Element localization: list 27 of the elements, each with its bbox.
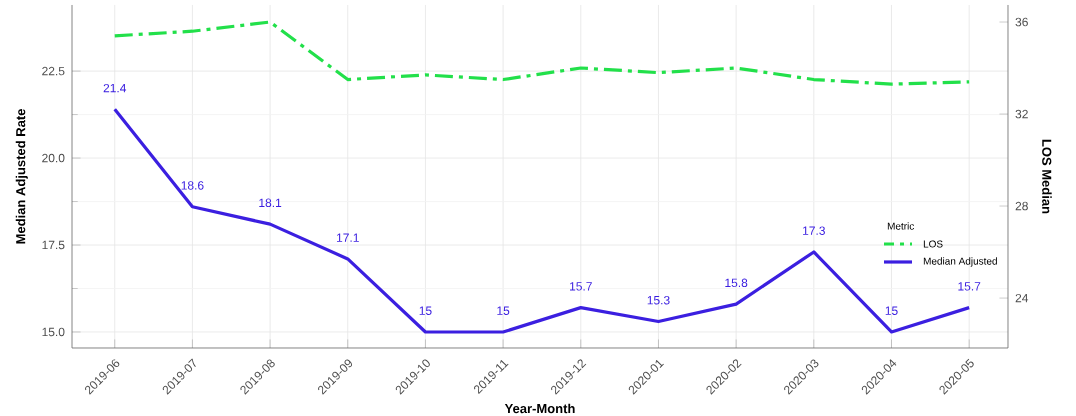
data-label: 15	[885, 306, 898, 315]
y-tick-label: 15.0	[42, 327, 65, 337]
y2-tick-label: 36	[1015, 17, 1028, 27]
data-label: 15	[497, 306, 510, 315]
line-series	[113, 20, 971, 86]
data-label: 15.7	[570, 282, 592, 291]
data-label: 17.1	[336, 233, 359, 242]
data-label: 15	[419, 306, 432, 315]
y-tick-label: 17.5	[42, 240, 65, 250]
y-axis-title: Median Adjusted Rate	[15, 109, 28, 244]
data-label: 15.7	[958, 282, 981, 291]
data-label: 15.8	[725, 278, 748, 288]
x-axis-title: Year-Month	[504, 403, 575, 414]
legend-title: Metric	[887, 222, 915, 230]
y2-axis-title: LOS Median	[1042, 139, 1052, 214]
data-label: 18.1	[259, 198, 282, 208]
y-tick-label: 22.5	[42, 66, 65, 76]
legend-label: LOS	[923, 240, 943, 248]
data-label: 15.3	[647, 295, 670, 305]
data-label: 21.4	[103, 83, 127, 93]
y2-tick-label: 24	[1015, 293, 1029, 303]
legend-label: Median Adjusted	[923, 257, 997, 267]
data-label: 17.3	[803, 226, 825, 235]
y-tick-label: 20.0	[42, 153, 65, 163]
y2-tick-label: 28	[1015, 201, 1028, 211]
y2-tick-label: 32	[1015, 109, 1028, 119]
data-label: 18.6	[181, 181, 204, 190]
